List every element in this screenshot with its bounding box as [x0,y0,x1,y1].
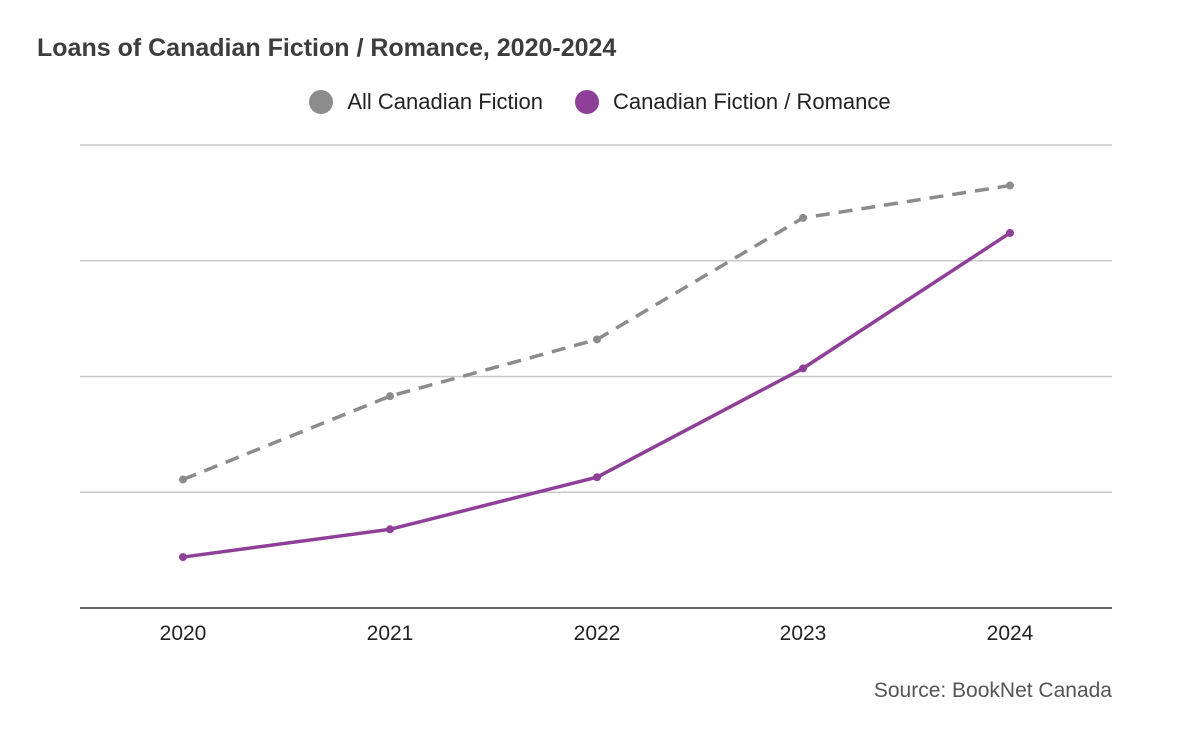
x-tick-label-2022: 2022 [574,622,621,645]
gridlines [80,144,1112,609]
data-point-canadian-fiction-romance-2021[interactable] [386,525,394,534]
chart-title: Loans of Canadian Fiction / Romance, 202… [37,34,617,62]
x-tick-label-2021: 2021 [367,622,414,645]
series-lines [182,183,1011,559]
legend-swatch-all-canadian-fiction [309,90,334,114]
series-line-canadian-fiction-romance[interactable] [182,231,1011,559]
legend-item-all-canadian-fiction[interactable]: All Canadian Fiction [309,89,543,115]
series-points [179,181,1014,562]
series-line-all-canadian-fiction[interactable] [182,183,1011,482]
x-tick-label-2024: 2024 [987,622,1034,645]
data-point-canadian-fiction-romance-2020[interactable] [179,553,187,562]
data-point-all-canadian-fiction-2023[interactable] [799,213,807,222]
legend: All Canadian Fiction Canadian Fiction / … [0,86,1200,118]
source-note: Source: BookNet Canada [873,679,1112,702]
legend-item-canadian-fiction-romance[interactable]: Canadian Fiction / Romance [575,89,891,115]
legend-label-all-canadian-fiction: All Canadian Fiction [347,89,544,114]
data-point-canadian-fiction-romance-2024[interactable] [1006,228,1014,237]
data-point-canadian-fiction-romance-2023[interactable] [799,364,807,373]
legend-label-canadian-fiction-romance: Canadian Fiction / Romance [613,89,891,114]
x-tick-label-2023: 2023 [780,622,827,645]
data-point-all-canadian-fiction-2020[interactable] [179,475,187,484]
data-point-all-canadian-fiction-2021[interactable] [386,392,394,401]
data-point-canadian-fiction-romance-2022[interactable] [593,473,601,482]
x-axis-tick-labels: 2020 2021 2022 2023 2024 [160,622,1034,645]
data-point-all-canadian-fiction-2024[interactable] [1006,181,1014,190]
data-point-all-canadian-fiction-2022[interactable] [593,335,601,344]
x-tick-label-2020: 2020 [160,622,207,645]
legend-swatch-canadian-fiction-romance [575,90,600,114]
